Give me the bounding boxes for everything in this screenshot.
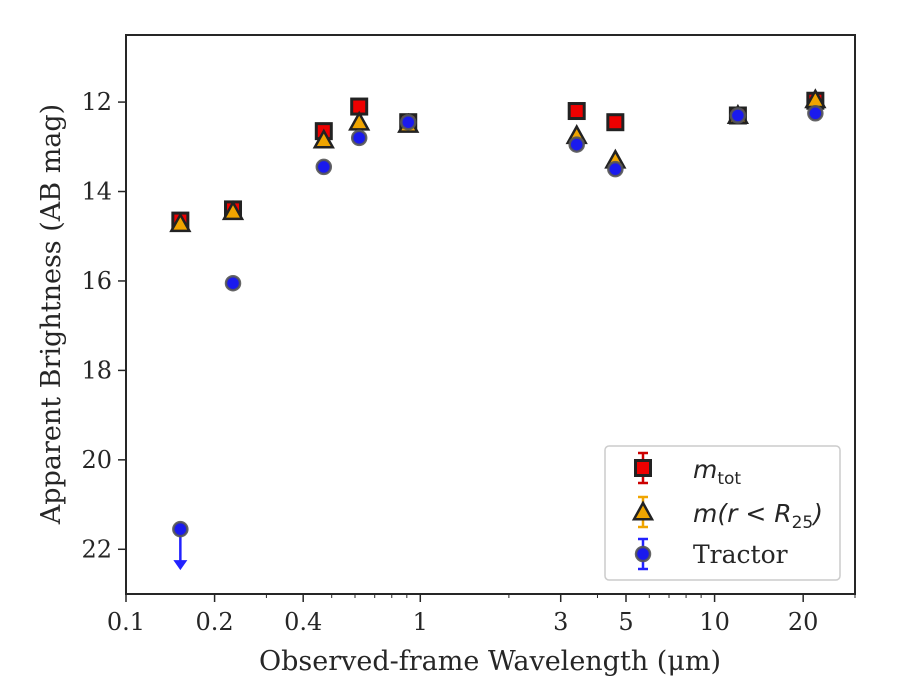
- legend-label-mr25-rest: ): [811, 499, 823, 528]
- x-axis-label: Observed-frame Wavelength (μm): [259, 646, 721, 677]
- legend-label-mtot-sub: tot: [717, 469, 741, 489]
- data-point-circle: [807, 105, 824, 122]
- legend-marker-triangle: [631, 500, 655, 521]
- legend-label-mr25-sub: 25: [792, 513, 814, 533]
- legend-marker-circle: [634, 545, 652, 563]
- data-point-circle: [399, 113, 417, 131]
- ticks-layer: 0.1 0.2 0.4 1 3 5 10 20 12 14 16 18 20 22: [81, 88, 856, 636]
- data-point-triangle: [312, 128, 335, 149]
- y-tick-label: 16: [81, 267, 112, 295]
- data-point-circle: [729, 107, 747, 124]
- x-tick-label: 0.1: [107, 608, 145, 636]
- data-point-circle: [315, 158, 333, 176]
- series-circle: [172, 105, 824, 571]
- data-point-circle: [224, 274, 242, 292]
- data-point-triangle: [221, 200, 245, 221]
- legend: mtot m(r < R25) Tractor: [604, 445, 841, 581]
- x-tick-label: 5: [618, 608, 633, 636]
- data-point-square: [567, 102, 586, 121]
- x-tick-label: 1: [413, 608, 428, 636]
- x-tick-label: 3: [553, 608, 568, 636]
- points-layer: [169, 88, 827, 571]
- data-point-triangle: [169, 212, 192, 233]
- data-point-circle: [172, 520, 189, 538]
- legend-label-mr25: m(r < R25): [693, 499, 823, 533]
- plot-frame: [125, 34, 856, 595]
- y-tick-label: 22: [81, 535, 112, 563]
- legend-label-mr25-main: m(r < R: [693, 499, 792, 528]
- legend-label-tractor: Tractor: [693, 540, 788, 569]
- data-point-circle: [350, 129, 368, 147]
- y-tick-label: 20: [81, 446, 112, 474]
- y-tick-label: 14: [81, 178, 112, 206]
- legend-marker-square: [634, 459, 652, 477]
- y-axis-label: Apparent Brightness (AB mag): [36, 104, 67, 525]
- data-point-square: [606, 113, 625, 132]
- x-tick-label: 10: [699, 608, 730, 636]
- x-tick-label: 20: [788, 608, 819, 636]
- x-tick-label: 0.2: [196, 608, 234, 636]
- y-tick-label: 12: [81, 88, 112, 116]
- upper-limit-arrowhead: [173, 560, 188, 571]
- legend-label-mtot: mtot: [693, 455, 741, 489]
- legend-markers: [631, 451, 655, 571]
- x-tick-label: 0.4: [284, 608, 322, 636]
- y-tick-label: 18: [81, 356, 112, 384]
- data-point-triangle: [348, 110, 371, 131]
- legend-box: [604, 445, 841, 581]
- data-point-circle: [568, 136, 585, 153]
- data-point-circle: [607, 160, 624, 178]
- legend-label-mtot-main: m: [693, 455, 717, 484]
